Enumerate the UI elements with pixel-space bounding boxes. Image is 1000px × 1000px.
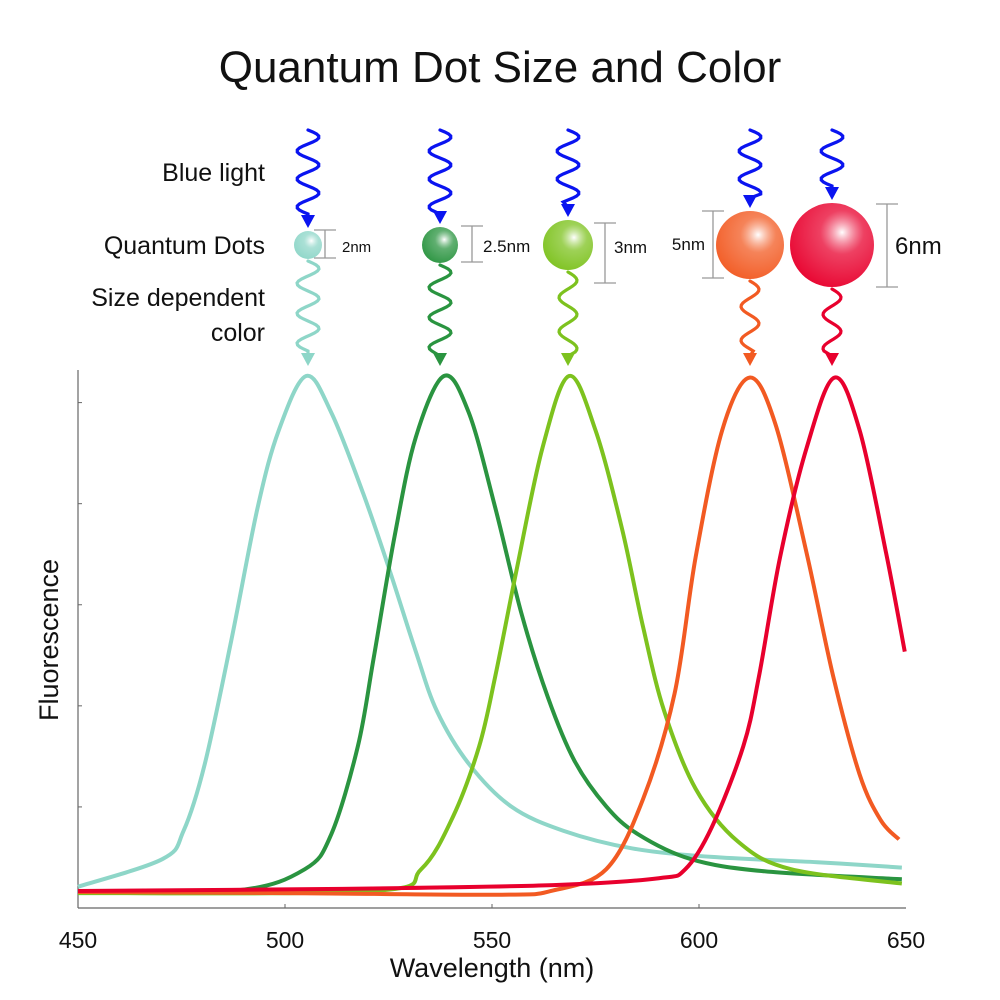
blue-light-arrow-wave bbox=[555, 128, 581, 209]
x-tick-label: 600 bbox=[680, 927, 718, 953]
label-color: color bbox=[211, 319, 265, 347]
blue-light-arrow-arrowhead bbox=[825, 187, 839, 200]
quantum-dot-sphere bbox=[422, 227, 458, 263]
emission-arrow-arrowhead bbox=[743, 353, 757, 366]
size-bracket bbox=[876, 203, 898, 288]
quantum-dot-group: 6nm bbox=[790, 128, 942, 366]
emission-arrow-wave bbox=[557, 270, 579, 358]
label-size-dependent: Size dependent bbox=[91, 284, 265, 312]
blue-light-arrow-arrowhead bbox=[743, 195, 757, 208]
blue-light-arrow-arrowhead bbox=[301, 215, 315, 228]
emission-curve-4 bbox=[77, 375, 901, 897]
x-tick-label: 500 bbox=[266, 927, 304, 953]
quantum-dot-group: 5nm bbox=[672, 128, 784, 366]
dot-size-label: 6nm bbox=[895, 233, 942, 260]
emission-arrow-wave bbox=[427, 263, 453, 358]
blue-light-arrow-arrowhead bbox=[433, 211, 447, 224]
x-tick-label: 650 bbox=[887, 927, 925, 953]
emission-arrow-arrowhead bbox=[301, 353, 315, 366]
figure-title: Quantum Dot Size and Color bbox=[219, 43, 782, 92]
quantum-dot-group: 2.5nm bbox=[422, 128, 530, 366]
emission-arrow-arrowhead bbox=[825, 353, 839, 366]
emission-arrow-wave bbox=[295, 259, 321, 358]
quantum-dot-sphere bbox=[716, 211, 784, 279]
emission-arrow-wave bbox=[821, 287, 843, 358]
x-tick-label: 450 bbox=[59, 927, 97, 953]
spectrum-plot: 450 500 550 600 650 Wavelength (nm) Fluo… bbox=[34, 370, 925, 983]
dot-size-label: 5nm bbox=[672, 235, 705, 254]
quantum-dot-sphere bbox=[543, 220, 593, 270]
x-axis-label: Wavelength (nm) bbox=[390, 953, 595, 983]
blue-light-arrow-arrowhead bbox=[561, 204, 575, 217]
quantum-dot-group: 3nm bbox=[543, 128, 647, 366]
emission-curve-2 bbox=[77, 373, 902, 895]
emission-curve-5 bbox=[77, 375, 907, 893]
blue-light-arrow-wave bbox=[737, 128, 763, 200]
size-bracket bbox=[594, 222, 616, 284]
emission-arrow-arrowhead bbox=[561, 353, 575, 366]
blue-light-arrow-wave bbox=[295, 128, 321, 220]
emission-curve-3 bbox=[77, 373, 903, 896]
dot-size-label: 2nm bbox=[342, 239, 371, 256]
quantum-dots-row: 2nm 2.5nm 3nm 5nm 6nm bbox=[294, 128, 942, 366]
x-tick-label: 550 bbox=[473, 927, 511, 953]
dot-size-label: 3nm bbox=[614, 238, 647, 257]
quantum-dot-sphere bbox=[790, 203, 874, 287]
label-blue-light: Blue light bbox=[162, 159, 265, 187]
size-bracket bbox=[702, 210, 724, 279]
blue-light-arrow-wave bbox=[427, 128, 453, 216]
y-axis-label: Fluorescence bbox=[34, 559, 64, 721]
blue-light-arrow-wave bbox=[819, 128, 845, 192]
quantum-dot-sphere bbox=[294, 231, 322, 259]
emission-curve-1 bbox=[77, 373, 902, 889]
size-bracket bbox=[314, 229, 336, 259]
label-quantum-dots: Quantum Dots bbox=[104, 232, 265, 260]
emission-arrow-wave bbox=[739, 279, 761, 358]
quantum-dot-group: 2nm bbox=[294, 128, 371, 366]
emission-arrow-arrowhead bbox=[433, 353, 447, 366]
dot-size-label: 2.5nm bbox=[483, 237, 530, 256]
size-bracket bbox=[461, 225, 483, 263]
